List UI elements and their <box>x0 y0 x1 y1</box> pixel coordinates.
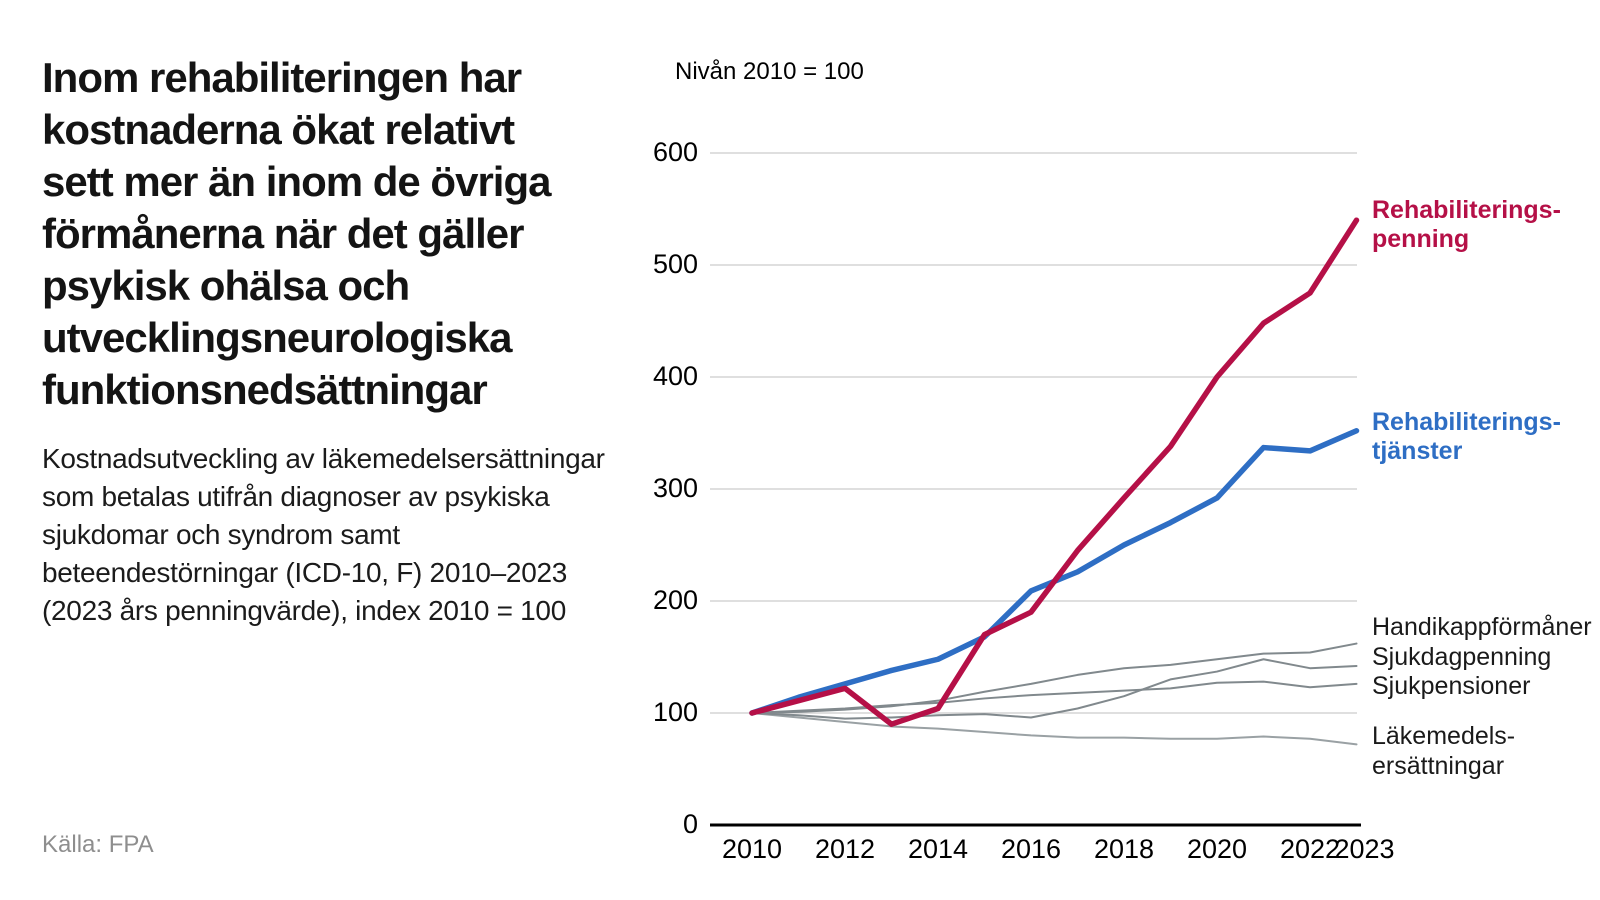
series-label-lakemedelsersattningar: Läkemedels- ersättningar <box>1372 722 1516 780</box>
x-axis-tick-2012: 2012 <box>814 834 876 864</box>
y-axis-tick-600: 600 <box>652 137 698 167</box>
series-label-handikappformaner: Handikappförmåner <box>1372 613 1592 641</box>
series-label-sjukpensioner: Sjukpensioner <box>1372 672 1531 700</box>
x-axis-tick-2016: 2016 <box>1000 834 1062 864</box>
y-axis-tick-100: 100 <box>652 697 698 727</box>
series-line-sjukpensioner <box>751 680 1358 714</box>
series-label-rehabiliteringspenning: Rehabiliterings- penning <box>1372 196 1561 253</box>
x-axis-tick-2014: 2014 <box>907 834 969 864</box>
source-note: Källa: FPA <box>42 831 154 858</box>
x-axis-tick-2022: 2022 <box>1279 834 1341 864</box>
y-axis-tick-200: 200 <box>652 585 698 615</box>
series-label-sjukdagpenning: Sjukdagpenning <box>1372 643 1552 671</box>
page-title: Inom rehabiliteringen har kostnaderna ök… <box>42 54 551 413</box>
series-label-rehabiliteringstjanster: Rehabiliterings- tjänster <box>1372 408 1561 465</box>
series-line-rehabiliteringstjnster <box>749 428 1360 716</box>
series-line-rehabiliteringspenning <box>749 217 1360 727</box>
x-axis-tick-2010: 2010 <box>721 834 783 864</box>
y-axis-tick-500: 500 <box>652 249 698 279</box>
series-line-lkemedelsersttningar <box>751 712 1358 746</box>
y-axis-tick-300: 300 <box>652 473 698 503</box>
x-axis-tick-2018: 2018 <box>1093 834 1155 864</box>
x-axis-tick-2023: 2023 <box>1334 834 1395 864</box>
series-line-sjukdagpenning <box>751 658 1358 720</box>
series-line-handikappfrmner <box>751 642 1358 714</box>
axis-unit-label: Nivån 2010 = 100 <box>675 58 864 85</box>
x-axis-tick-2020: 2020 <box>1186 834 1248 864</box>
page-subtitle: Kostnadsutveckling av läkemedelsersättni… <box>42 443 605 626</box>
y-axis-tick-400: 400 <box>652 361 698 391</box>
y-axis-tick-0: 0 <box>682 809 698 839</box>
